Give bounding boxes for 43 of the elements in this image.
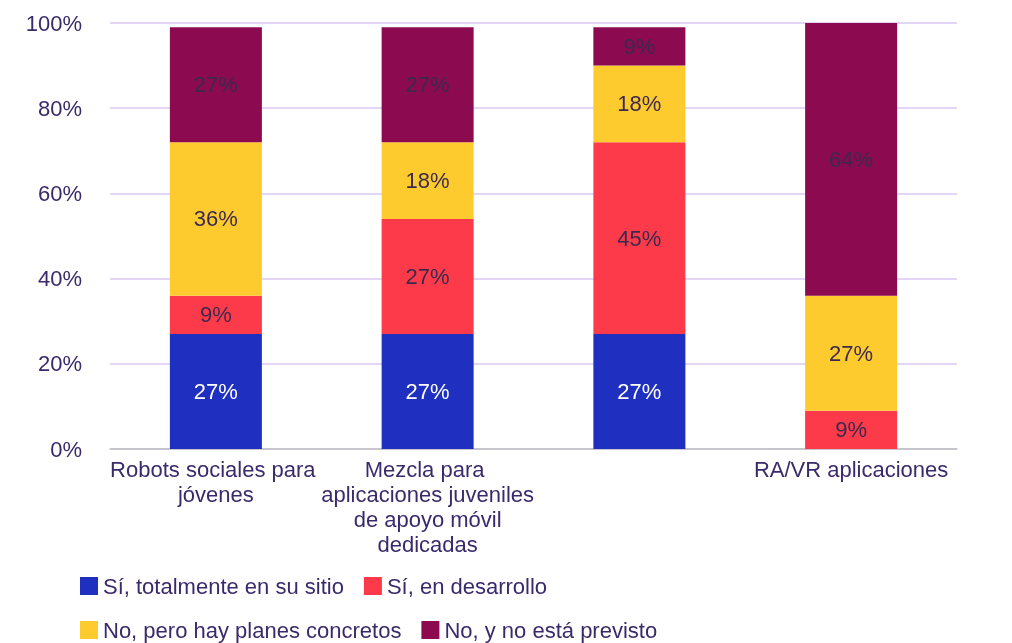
bar bbox=[169, 295, 262, 334]
bar bbox=[381, 142, 474, 219]
bar bbox=[169, 333, 262, 449]
data-label: 27% bbox=[193, 72, 238, 98]
legend-label: Sí, en desarrollo bbox=[386, 573, 548, 599]
legend-label: No, pero hay planes concretos bbox=[103, 617, 402, 643]
data-label: 9% bbox=[199, 302, 232, 328]
data-label: 45% bbox=[617, 225, 662, 251]
x-tick-label: Mezcla para aplicaciones juveniles de apoyo móvil dedicadas bbox=[321, 457, 535, 557]
bar bbox=[593, 27, 686, 66]
bar bbox=[169, 27, 262, 143]
bar bbox=[381, 218, 474, 334]
data-label: 27% bbox=[405, 378, 450, 404]
y-tick-label: 20% bbox=[37, 351, 82, 377]
data-label: 18% bbox=[405, 168, 450, 194]
y-tick-label: 100% bbox=[25, 10, 82, 36]
bar bbox=[169, 142, 262, 296]
y-tick-label: 40% bbox=[37, 266, 82, 292]
data-label: 27% bbox=[193, 378, 238, 404]
data-label: 27% bbox=[617, 378, 662, 404]
bar bbox=[593, 142, 686, 334]
legend-label: No, y no está previsto bbox=[444, 617, 658, 643]
bar bbox=[381, 27, 474, 143]
data-label: 64% bbox=[829, 146, 874, 172]
legend-label: Sí, totalmente en su sitio bbox=[103, 573, 344, 599]
data-label: 27% bbox=[405, 72, 450, 98]
bar bbox=[593, 333, 686, 449]
y-tick-label: 80% bbox=[37, 95, 82, 121]
y-tick-label: 0% bbox=[50, 436, 82, 462]
data-label: 9% bbox=[623, 33, 656, 59]
data-label: 27% bbox=[829, 340, 874, 366]
x-tick-label: Robots sociales para jóvenes bbox=[110, 457, 322, 507]
y-tick-label: 60% bbox=[37, 180, 82, 206]
x-tick-label: RA/VR aplicaciones bbox=[753, 457, 949, 482]
data-label: 18% bbox=[617, 91, 662, 117]
bar bbox=[381, 333, 474, 449]
bar bbox=[593, 65, 686, 143]
bar bbox=[805, 295, 898, 411]
data-label: 27% bbox=[405, 263, 450, 289]
data-label: 9% bbox=[835, 417, 868, 443]
bar bbox=[805, 23, 898, 296]
data-label: 36% bbox=[193, 206, 238, 232]
bar bbox=[805, 410, 898, 449]
